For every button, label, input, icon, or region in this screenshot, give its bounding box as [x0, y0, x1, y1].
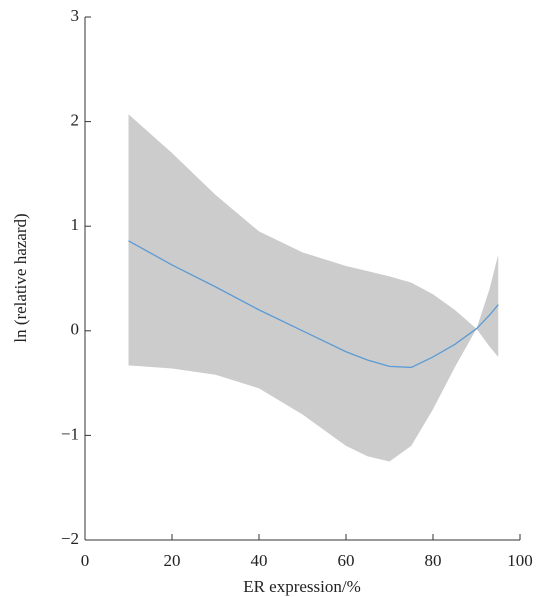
x-tick-label: 60 — [338, 551, 355, 570]
line — [128, 240, 499, 369]
y-axis-label: ln (relative hazard) — [11, 213, 30, 342]
y-tick-label: 0 — [71, 320, 80, 339]
y-tick-label: 3 — [71, 6, 80, 25]
x-tick-label: 80 — [425, 551, 442, 570]
y-tick-label: −1 — [61, 424, 79, 443]
confidence-band — [128, 114, 499, 462]
y-tick-label: −2 — [61, 529, 79, 548]
y-tick-label: 1 — [71, 215, 80, 234]
x-tick-label: 20 — [164, 551, 181, 570]
x-tick-label: 0 — [81, 551, 90, 570]
x-tick-label: 40 — [251, 551, 268, 570]
y-tick-label: 2 — [71, 111, 80, 130]
x-tick-label: 100 — [507, 551, 533, 570]
x-axis-label: ER expression/% — [243, 577, 361, 596]
